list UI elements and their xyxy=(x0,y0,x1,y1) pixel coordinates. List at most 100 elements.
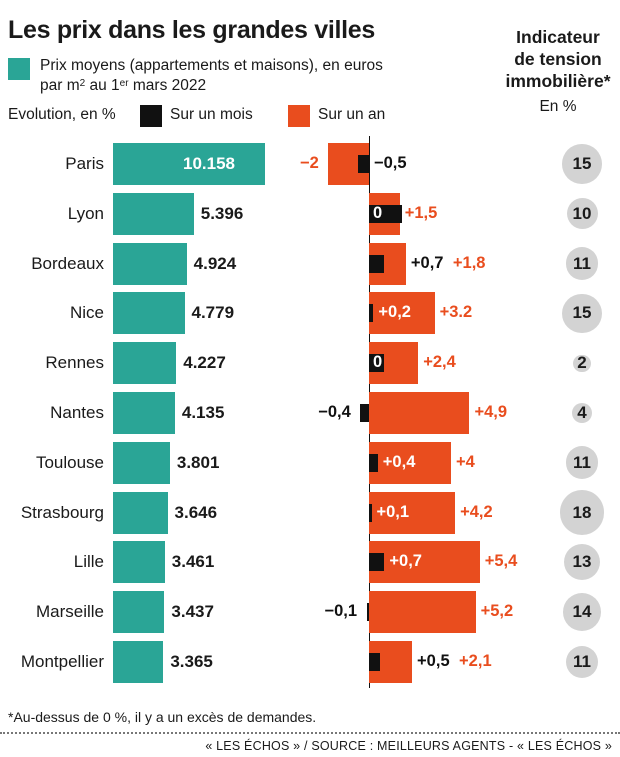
price-label-lille: 3.461 xyxy=(171,552,215,572)
month-label-nice: +0,2 xyxy=(378,303,411,322)
month-bar-rennes xyxy=(369,354,385,373)
city-label-rennes: Rennes xyxy=(45,353,104,373)
month-bar-montpellier xyxy=(369,653,380,671)
indicator-circle-bordeaux: 11 xyxy=(565,247,599,280)
year-label-montpellier: +2,1 xyxy=(459,652,492,670)
price-label-bordeaux: 4.924 xyxy=(193,253,237,273)
price-bar-rennes xyxy=(113,342,177,385)
price-legend-line2a: par m xyxy=(40,77,80,94)
year-label-marseille: +5,2 xyxy=(480,602,514,621)
year-label-lyon: +1,5 xyxy=(404,203,438,222)
indicator-circle-paris: 15 xyxy=(562,144,602,184)
indicator-title-line2: de tension xyxy=(514,49,602,69)
year-label-rennes: +2,4 xyxy=(423,353,456,372)
city-label-montpellier: Montpellier xyxy=(20,652,104,671)
price-legend-line1: Prix moyens (appartements et maisons), e… xyxy=(40,57,383,74)
price-label-lyon: 5.396 xyxy=(200,203,244,223)
year-legend-swatch xyxy=(288,105,310,127)
price-legend-sup1: 2 xyxy=(79,78,86,89)
price-legend-text: Prix moyens (appartements et maisons), e… xyxy=(40,56,450,96)
price-bar-nice xyxy=(113,292,185,335)
city-label-toulouse: Toulouse xyxy=(35,452,104,472)
year-label-toulouse: +4 xyxy=(456,452,475,471)
price-label-strasbourg: 3.646 xyxy=(174,502,218,522)
city-label-strasbourg: Strasbourg xyxy=(20,502,104,522)
indicator-title-line3: immobilière* xyxy=(505,71,611,91)
indicator-circle-toulouse: 11 xyxy=(565,446,599,480)
city-label-lyon: Lyon xyxy=(67,203,104,223)
year-legend-label: Sur un an xyxy=(318,106,386,123)
price-label-paris: 10.158 xyxy=(183,154,235,173)
month-bar-bordeaux xyxy=(369,254,385,273)
indicator-circle-nantes: 4 xyxy=(571,402,593,424)
price-bar-toulouse xyxy=(113,441,170,484)
year-label-strasbourg: +4,2 xyxy=(460,502,493,521)
evolution-label: Evolution, en % xyxy=(8,106,116,123)
price-bar-lille xyxy=(113,541,165,584)
year-label-nantes: +4,9 xyxy=(474,403,508,421)
city-label-lille: Lille xyxy=(73,552,104,572)
month-label-bordeaux: +0,7 xyxy=(410,253,444,272)
price-bar-paris xyxy=(113,143,265,185)
price-bar-bordeaux xyxy=(113,242,187,285)
month-bar-nantes xyxy=(360,404,369,422)
year-bar-strasbourg xyxy=(369,491,456,534)
year-label-bordeaux: +1,8 xyxy=(452,253,486,272)
indicator-circle-strasbourg: 18 xyxy=(559,490,605,535)
month-bar-paris xyxy=(358,155,369,173)
month-bar-toulouse xyxy=(369,453,378,472)
city-label-nantes: Nantes xyxy=(50,403,104,422)
chart-title: Les prix dans les grandes villes xyxy=(8,16,375,44)
year-bar-lille xyxy=(369,541,480,584)
price-legend-swatch xyxy=(8,58,30,80)
indicator-unit: En % xyxy=(539,98,577,115)
price-legend-line2b: au 1 xyxy=(85,77,120,94)
month-label-lille: +0,7 xyxy=(389,552,422,571)
month-label-montpellier: +0,5 xyxy=(417,652,450,670)
city-label-marseille: Marseille xyxy=(35,602,104,622)
year-label-lille: +5,4 xyxy=(484,552,518,571)
price-bar-nantes xyxy=(113,392,175,434)
price-bar-lyon xyxy=(113,192,194,235)
indicator-circle-montpellier: 11 xyxy=(565,645,599,679)
price-bar-montpellier xyxy=(113,641,164,683)
indicator-circle-lille: 13 xyxy=(563,544,601,581)
price-label-toulouse: 3.801 xyxy=(176,452,220,472)
month-bar-strasbourg xyxy=(369,503,372,522)
indicator-circle-marseille: 14 xyxy=(563,593,601,632)
price-label-marseille: 3.437 xyxy=(171,602,214,622)
year-bar-toulouse xyxy=(369,441,451,484)
month-bar-lille xyxy=(369,553,385,572)
month-bar-marseille xyxy=(366,603,369,622)
month-label-toulouse: +0,4 xyxy=(382,452,416,471)
year-inner-label-rennes: 0 xyxy=(373,353,383,372)
month-bar-lyon xyxy=(369,204,402,223)
year-inner-label-lyon: 0 xyxy=(373,203,383,222)
year-bar-marseille xyxy=(369,591,476,634)
price-legend-sup2: er xyxy=(119,78,129,89)
city-label-bordeaux: Bordeaux xyxy=(31,253,104,273)
year-label-paris: −2 xyxy=(300,154,319,172)
month-label-paris: −0,5 xyxy=(374,154,407,172)
year-bar-nice xyxy=(369,292,435,335)
month-label-marseille: −0,1 xyxy=(324,602,358,621)
year-label-nice: +3.2 xyxy=(439,303,473,322)
source-credit: « LES ÉCHOS » / SOURCE : MEILLEURS AGENT… xyxy=(205,739,612,753)
city-label-nice: Nice xyxy=(69,303,104,323)
month-label-strasbourg: +0,1 xyxy=(376,502,410,521)
city-label-paris: Paris xyxy=(65,154,104,173)
footnote: *Au-dessus de 0 %, il y a un excès de de… xyxy=(8,709,317,725)
price-bar-marseille xyxy=(113,591,165,634)
price-legend-line2c: mars 2022 xyxy=(128,77,207,94)
indicator-circle-lyon: 10 xyxy=(566,198,598,230)
year-bar-nantes xyxy=(369,392,470,434)
price-label-montpellier: 3.365 xyxy=(170,652,213,671)
indicator-title-line1: Indicateur xyxy=(516,27,600,47)
dotted-divider xyxy=(0,732,620,734)
month-legend-label: Sur un mois xyxy=(170,106,253,123)
month-label-nantes: −0,4 xyxy=(318,403,351,421)
price-label-rennes: 4.227 xyxy=(183,353,226,373)
price-label-nantes: 4.135 xyxy=(181,403,225,422)
indicator-circle-nice: 15 xyxy=(562,293,602,334)
price-label-nice: 4.779 xyxy=(191,303,235,323)
